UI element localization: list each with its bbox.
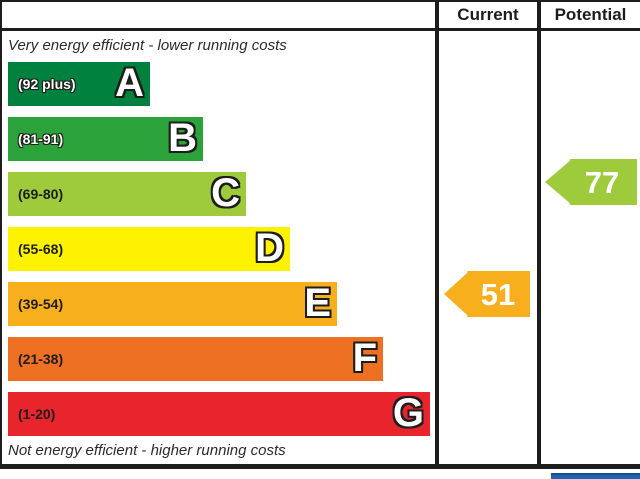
band-b-range: (81-91) [18,131,64,147]
band-d-range: (55-68) [18,241,64,257]
band-c-range: (69-80) [18,186,64,202]
top-caption: Very energy efficient - lower running co… [8,37,287,54]
potential-column-divider [537,0,541,469]
band-c: (69-80) C [8,172,246,216]
bottom-caption: Not energy efficient - higher running co… [8,442,286,459]
table-left-border [0,0,2,469]
current-column-divider [435,0,439,469]
potential-column-header: Potential [554,5,627,24]
band-e: (39-54) E [8,282,337,326]
current-rating-arrow: 51 [444,271,530,317]
table-bottom-border [0,464,640,469]
band-g-range: (1-20) [18,406,56,422]
band-d-letter: D [255,226,284,271]
band-a-range: (92 plus) [18,76,76,92]
band-d: (55-68) D [8,227,290,271]
band-b-letter: B [168,116,197,161]
band-e-letter: E [304,281,331,326]
band-f-letter: F [352,336,377,381]
band-c-letter: C [211,171,240,216]
current-rating-value: 51 [480,276,516,312]
band-g-letter: G [392,391,424,436]
potential-rating-arrow: 77 [545,159,637,205]
band-a: (92 plus) A [8,62,150,106]
band-f: (21-38) F [8,337,383,381]
band-b: (81-91) B [8,117,203,161]
partial-footer-box [551,473,640,479]
band-g: (1-20) G [8,392,430,436]
band-f-range: (21-38) [18,351,64,367]
potential-rating-value: 77 [584,164,620,200]
current-column-header: Current [457,5,519,24]
band-e-range: (39-54) [18,296,64,312]
table-top-border [0,0,640,2]
band-a-letter: A [115,61,144,106]
header-separator-line [0,28,640,31]
